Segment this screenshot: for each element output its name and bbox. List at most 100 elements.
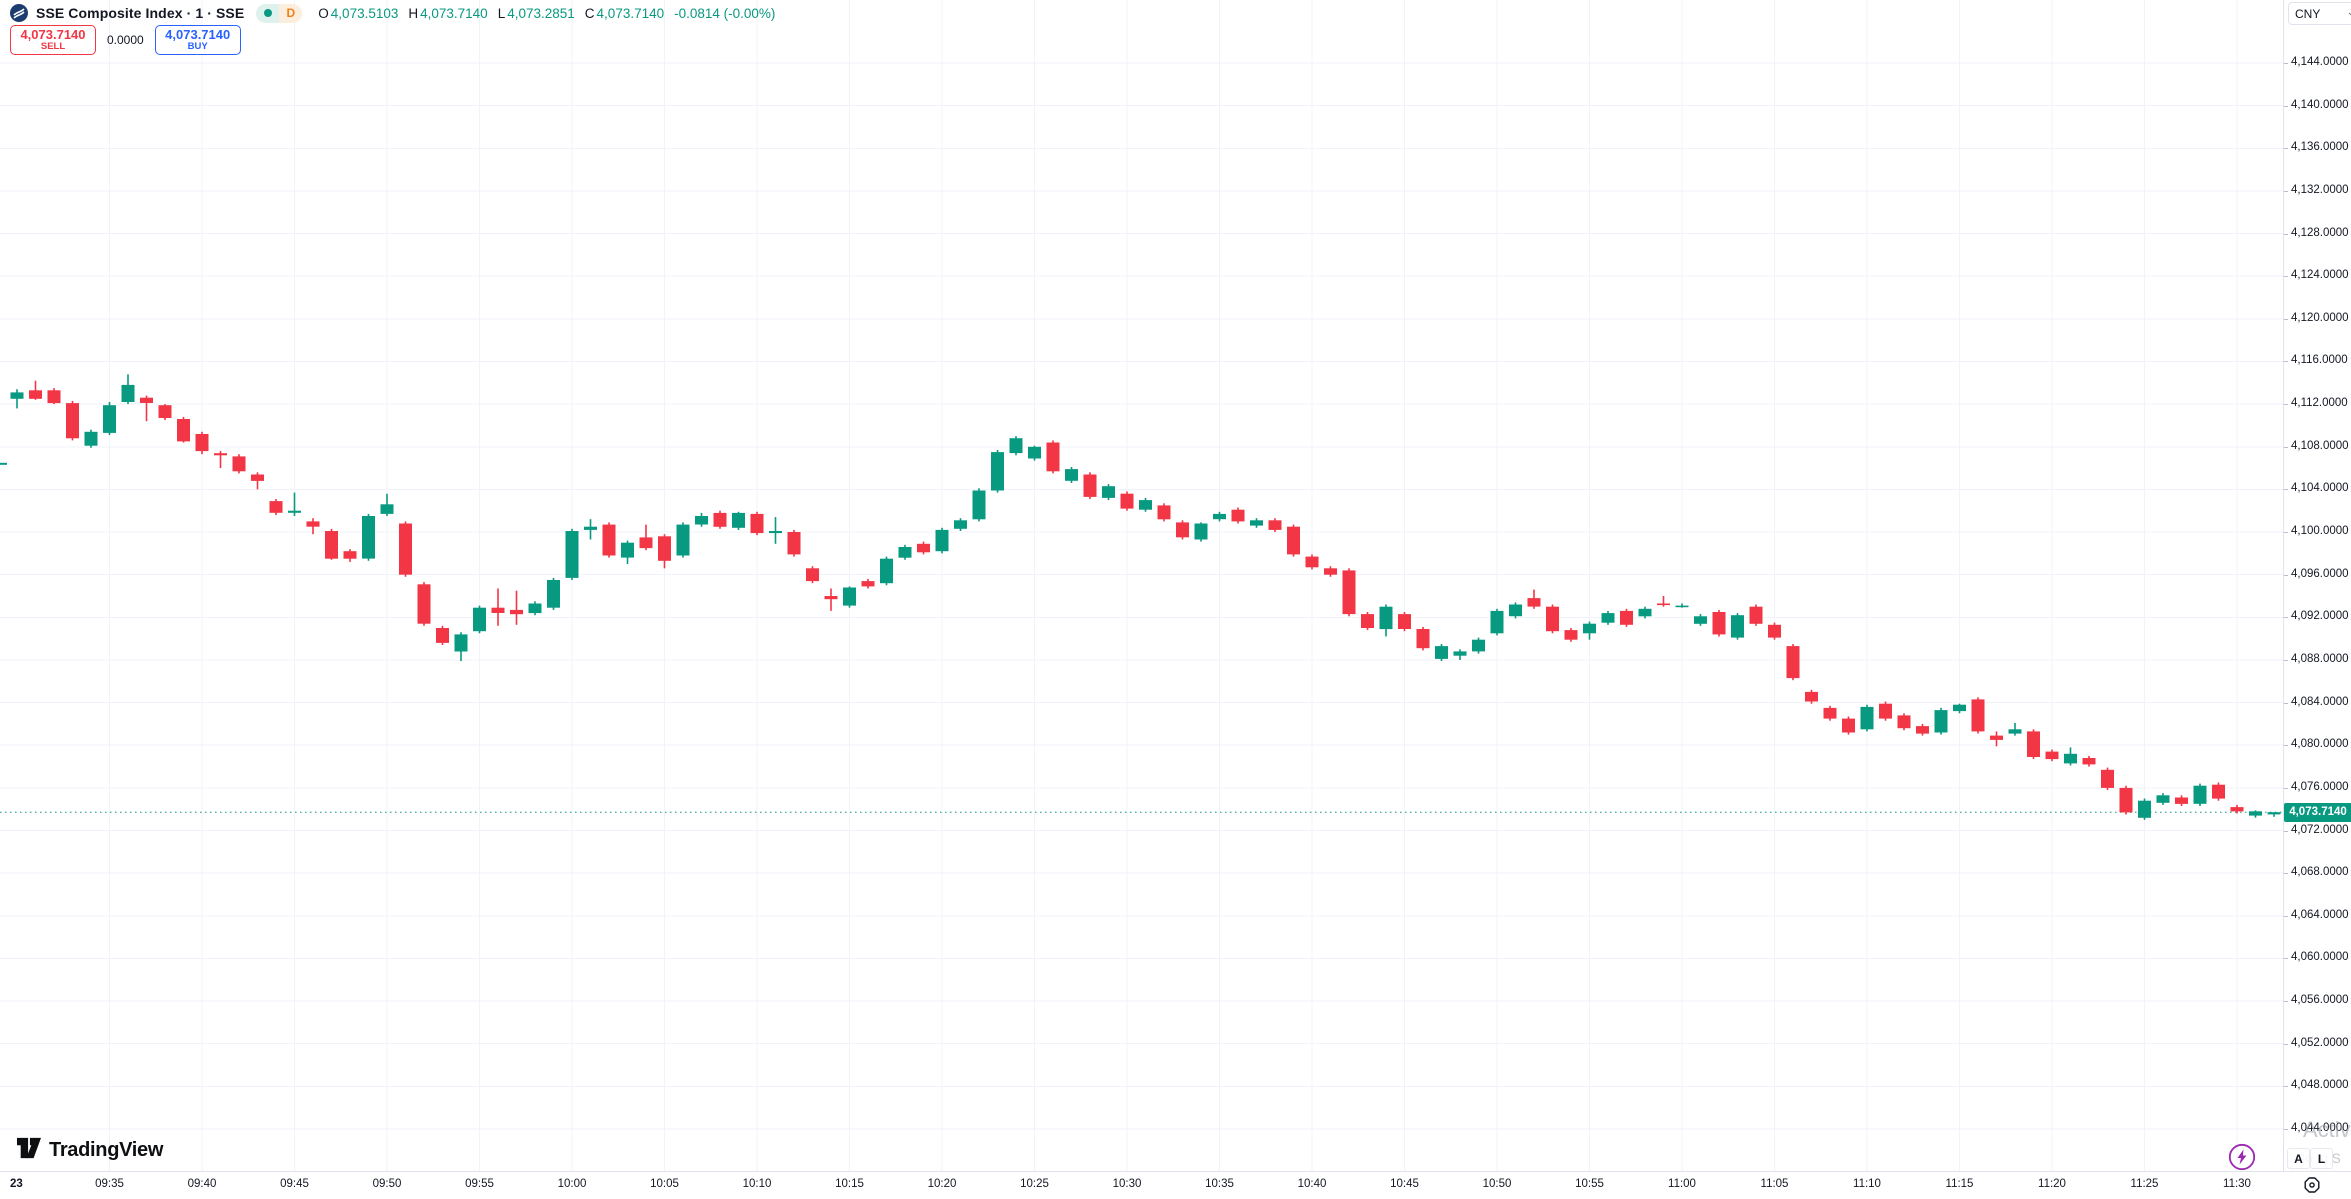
time-axis-label: 10:15 (835, 1178, 864, 1190)
candle (565, 528, 579, 580)
price-axis-tick (2284, 190, 2288, 192)
candle (269, 499, 283, 515)
close-label: C (584, 5, 595, 21)
sell-button[interactable]: 4,073.7140 SELL (10, 25, 96, 55)
candle (972, 488, 986, 522)
candle (29, 380, 42, 400)
time-axis-label: 10:30 (1112, 1178, 1142, 1190)
price-axis-tick (2284, 532, 2288, 534)
candle (880, 556, 893, 586)
time-axis-label: 09:45 (280, 1178, 309, 1190)
price-axis-label: 4,136.0000 (2291, 141, 2349, 154)
time-axis-date-label: 23 (10, 1178, 23, 1190)
tradingview-logo-icon (16, 1136, 42, 1165)
price-axis-tick (2284, 787, 2288, 789)
time-axis-label: 10:45 (1390, 1178, 1419, 1190)
sse-symbol-logo-icon[interactable] (10, 4, 28, 22)
candle (1916, 723, 1929, 736)
currency-selector-button[interactable]: CNY ⌄ (2288, 2, 2351, 25)
price-axis-label: 4,064.0000 (2291, 908, 2349, 921)
candle (1564, 628, 1578, 642)
low-label: L (497, 5, 506, 21)
candle (1398, 612, 1411, 632)
candle (1638, 606, 1652, 619)
candle (2175, 795, 2188, 806)
buy-button[interactable]: 4,073.7140 BUY (154, 25, 241, 55)
candle (2212, 782, 2225, 801)
candle (1490, 608, 1504, 636)
sell-label: SELL (40, 40, 66, 52)
price-axis-label: 4,080.0000 (2291, 738, 2349, 751)
candle (1620, 608, 1633, 627)
price-axis-tick (2284, 148, 2288, 150)
price-axis-tick (2284, 958, 2288, 960)
time-axis-label: 10:05 (650, 1178, 679, 1190)
candle (10, 389, 24, 409)
candle (232, 454, 246, 474)
candle (1694, 614, 1707, 626)
candle (1897, 713, 1911, 731)
quick-action-lightning-button[interactable] (2228, 1143, 2256, 1171)
candle (1120, 491, 1134, 511)
time-axis-label: 10:40 (1297, 1178, 1327, 1190)
auto-scale-button[interactable]: A (2287, 1148, 2310, 1169)
candle (2027, 729, 2040, 760)
price-axis-tick (2284, 830, 2288, 832)
time-axis-label: 11:15 (1945, 1178, 1974, 1190)
price-axis-tick (2284, 873, 2288, 875)
candle (1527, 589, 1541, 609)
candle (1842, 716, 1855, 735)
candle (510, 590, 523, 625)
candle (473, 605, 486, 634)
candle (1250, 518, 1263, 528)
candle (750, 511, 764, 536)
price-axis-label: 4,120.0000 (2291, 311, 2349, 324)
spread-value: 0.0000 (107, 33, 144, 47)
symbol-title[interactable]: SSE Composite Index · 1 · SSE (36, 5, 245, 21)
time-axis-label: 09:40 (187, 1178, 217, 1190)
candle (1823, 705, 1837, 721)
candle (917, 541, 930, 555)
price-axis-label: 4,068.0000 (2291, 866, 2349, 879)
candle (861, 578, 875, 589)
gear-icon[interactable] (2302, 1175, 2322, 1195)
candle (1287, 524, 1300, 557)
time-axis-label: 10:55 (1575, 1178, 1604, 1190)
price-axis-label: 4,132.0000 (2291, 183, 2349, 196)
candle (528, 601, 542, 616)
candle (158, 404, 172, 421)
candle (1805, 689, 1818, 704)
candle (547, 577, 560, 610)
price-marker-dash (0, 462, 7, 465)
candle (1361, 612, 1374, 631)
candle (2230, 804, 2244, 814)
log-scale-button[interactable]: L (2310, 1148, 2333, 1169)
candle (1176, 520, 1189, 540)
price-axis-label: 4,112.0000 (2291, 397, 2348, 410)
time-axis[interactable]: 23 09:35 09:40 09:45 09:50 09:55 10:00 10:05 10:… (0, 1171, 2351, 1199)
high-value: 4,073.7140 (420, 5, 488, 21)
buy-price: 4,073.7140 (165, 27, 231, 43)
candle (1157, 503, 1171, 522)
market-status-pill[interactable]: D (256, 3, 303, 23)
time-axis-label: 11:10 (1853, 1178, 1881, 1190)
candle (2156, 793, 2170, 805)
price-axis-tick (2284, 318, 2288, 320)
price-axis-label: 4,044.0000 (2291, 1122, 2349, 1134)
candle (1583, 621, 1596, 640)
price-axis[interactable]: CNY ⌄ 4,073.7140 4,144.0000 4,140.0000 4,1… (2283, 0, 2351, 1171)
candle (2267, 812, 2281, 817)
price-axis-label: 4,048.0000 (2291, 1079, 2349, 1092)
tradingview-logo[interactable]: TradingView (16, 1136, 163, 1165)
candle (1065, 467, 1078, 483)
candle (713, 510, 727, 529)
price-axis-tick (2284, 1043, 2288, 1045)
candle (695, 512, 708, 527)
candle (602, 522, 616, 558)
candle (2064, 747, 2077, 766)
candle (676, 522, 690, 558)
candle (2045, 749, 2059, 762)
price-axis-tick (2284, 489, 2288, 491)
